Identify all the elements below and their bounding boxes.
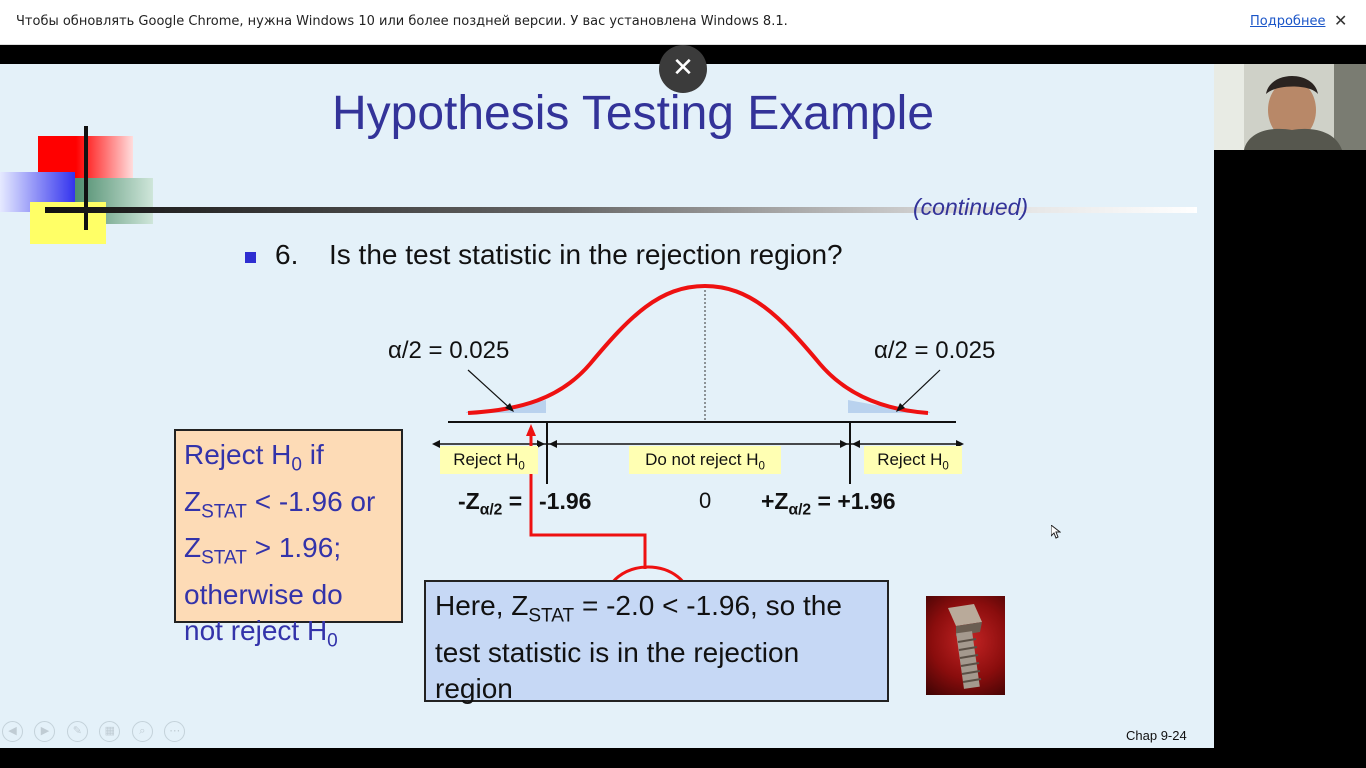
red-annotation-path [529, 430, 647, 569]
pen-icon[interactable]: ✎ [66, 721, 88, 742]
z-left-value: -1.96 [539, 488, 592, 514]
next-icon[interactable]: ▶ [34, 721, 56, 742]
rule-line-5: not reject H0 [184, 614, 338, 652]
slide-title: Hypothesis Testing Example [331, 87, 935, 140]
continued-label: (continued) [913, 194, 1029, 220]
alpha-left-pointer [467, 369, 513, 411]
conclusion-line-3: region [435, 672, 513, 704]
chrome-update-infobar: Чтобы обновлять Google Chrome, нужна Win… [0, 0, 1366, 45]
z-right-label: +Zα/2 = +1.96 [761, 488, 896, 519]
bell-curve [467, 283, 929, 415]
conclusion-box: Here, ZSTAT = -2.0 < -1.96, so the test … [424, 580, 889, 704]
reject-left-label: Reject H0 [440, 446, 538, 474]
alpha-right-pointer-head [896, 403, 905, 412]
z-left-label: -Zα/2 = [458, 488, 523, 519]
webcam-video [1214, 64, 1366, 150]
normal-curve-diagram [432, 283, 964, 635]
more-icon[interactable]: ⋯ [164, 721, 186, 742]
presentation-slide: Hypothesis Testing Example (continued) 6… [0, 64, 1214, 748]
alpha-left-pointer-head [505, 403, 514, 412]
title-divider [45, 207, 1197, 213]
conclusion-line-1: Here, ZSTAT = -2.0 < -1.96, so the [435, 590, 842, 627]
arrow-head-left-outer [432, 440, 440, 448]
mouse-cursor-icon [1051, 525, 1061, 539]
bullet-square-icon [245, 252, 256, 263]
rule-line-2: ZSTAT < -1.96 or [184, 485, 376, 523]
learn-more-link[interactable]: Подробнее [1250, 14, 1326, 29]
zero-label: 0 [699, 488, 712, 513]
arrow-head-left-inner [537, 440, 545, 448]
rule-line-3: ZSTAT > 1.96; [184, 532, 342, 569]
prev-icon[interactable]: ◀ [2, 721, 23, 742]
rule-line-4: otherwise do [184, 578, 343, 610]
close-overlay-icon[interactable]: ✕ [659, 45, 707, 93]
alpha-left-label: α/2 = 0.025 [388, 337, 510, 364]
zoom-icon[interactable]: ⌕ [131, 721, 153, 742]
bullet-question: Is the test statistic in the rejection r… [329, 239, 843, 270]
left-tail-shade [466, 400, 546, 413]
red-annotation-arrowhead [526, 424, 536, 436]
infobar-close-icon[interactable]: ✕ [1334, 11, 1348, 30]
arrow-head-mid-left [549, 440, 557, 448]
decision-rule-box: Reject H0 if ZSTAT < -1.96 or ZSTAT > 1.… [174, 429, 403, 651]
slides-icon[interactable]: ▦ [99, 721, 121, 742]
presenter-toolbar: ◀ ▶ ✎ ▦ ⌕ ⋯ [2, 721, 192, 745]
alpha-right-pointer [897, 369, 941, 411]
arrow-head-right-inner [852, 440, 860, 448]
do-not-reject-label: Do not reject H0 [629, 446, 781, 474]
bullet-number: 6. [275, 239, 299, 270]
bolt-photo [926, 596, 1005, 695]
right-tail-shade [848, 400, 930, 413]
alpha-right-label: α/2 = 0.025 [874, 337, 996, 364]
infobar-message: Чтобы обновлять Google Chrome, нужна Win… [16, 14, 788, 29]
reject-right-label: Reject H0 [864, 446, 962, 474]
rule-line-1: Reject H0 if [184, 439, 324, 476]
deco-vertical-line [84, 126, 88, 230]
arrow-head-mid-right [840, 440, 848, 448]
conclusion-line-2: test statistic is in the rejection [435, 636, 800, 668]
slide-number: Chap 9-24 [1126, 728, 1187, 743]
